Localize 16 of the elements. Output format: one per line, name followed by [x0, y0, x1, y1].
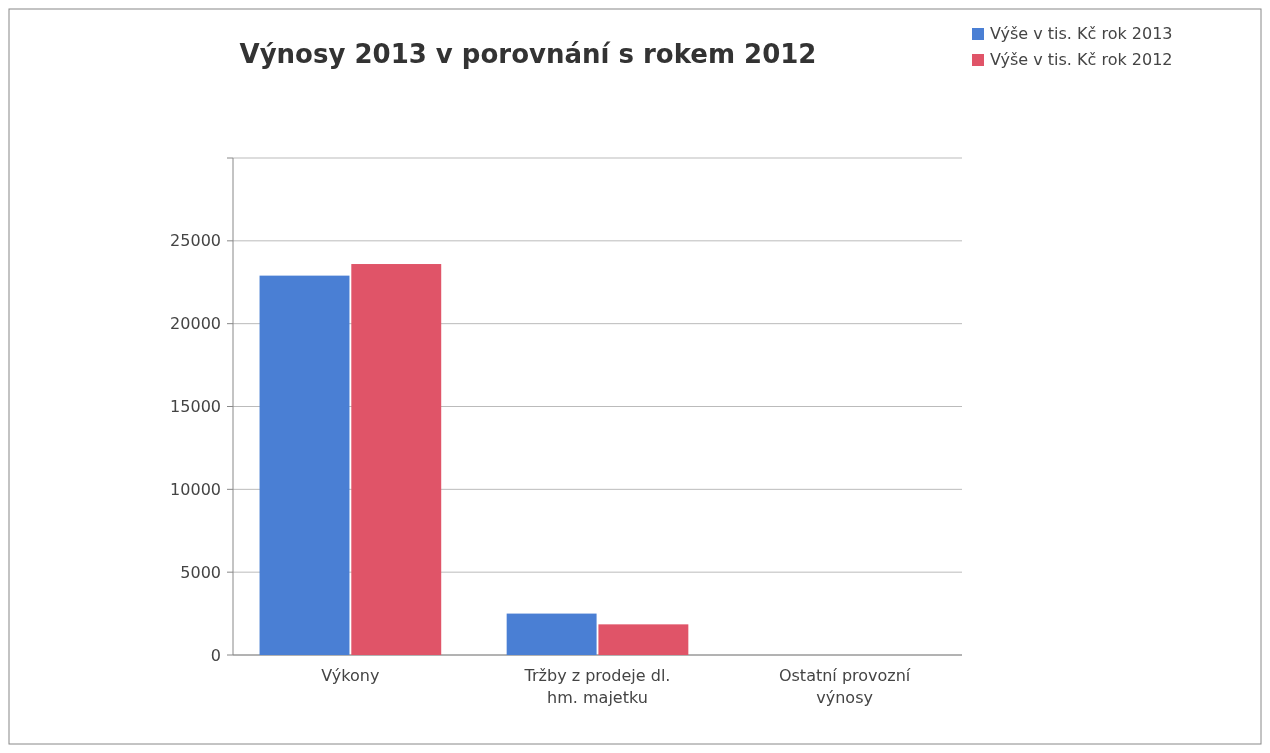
y-tick-label: 20000 — [170, 314, 221, 334]
legend-label: Výše v tis. Kč rok 2013 — [990, 24, 1173, 43]
y-tick-label: 10000 — [170, 479, 221, 499]
x-tick-label: Výkony — [321, 666, 380, 685]
y-tick-label: 0 — [210, 645, 221, 665]
x-tick-label: Tržby z prodeje dl. hm. majetku — [523, 666, 671, 707]
x-tick-label: Ostatní provozní výnosy — [778, 666, 911, 707]
chart-title: Výnosy 2013 v porovnání s rokem 2012 — [239, 39, 817, 69]
bar — [351, 264, 442, 655]
bar — [598, 624, 689, 655]
y-tick-label: 15000 — [170, 397, 221, 417]
bar — [506, 613, 597, 655]
y-tick-label: 5000 — [180, 562, 221, 582]
y-tick-label: 25000 — [170, 231, 221, 251]
bar — [259, 275, 350, 655]
legend-label: Výše v tis. Kč rok 2012 — [990, 50, 1173, 69]
